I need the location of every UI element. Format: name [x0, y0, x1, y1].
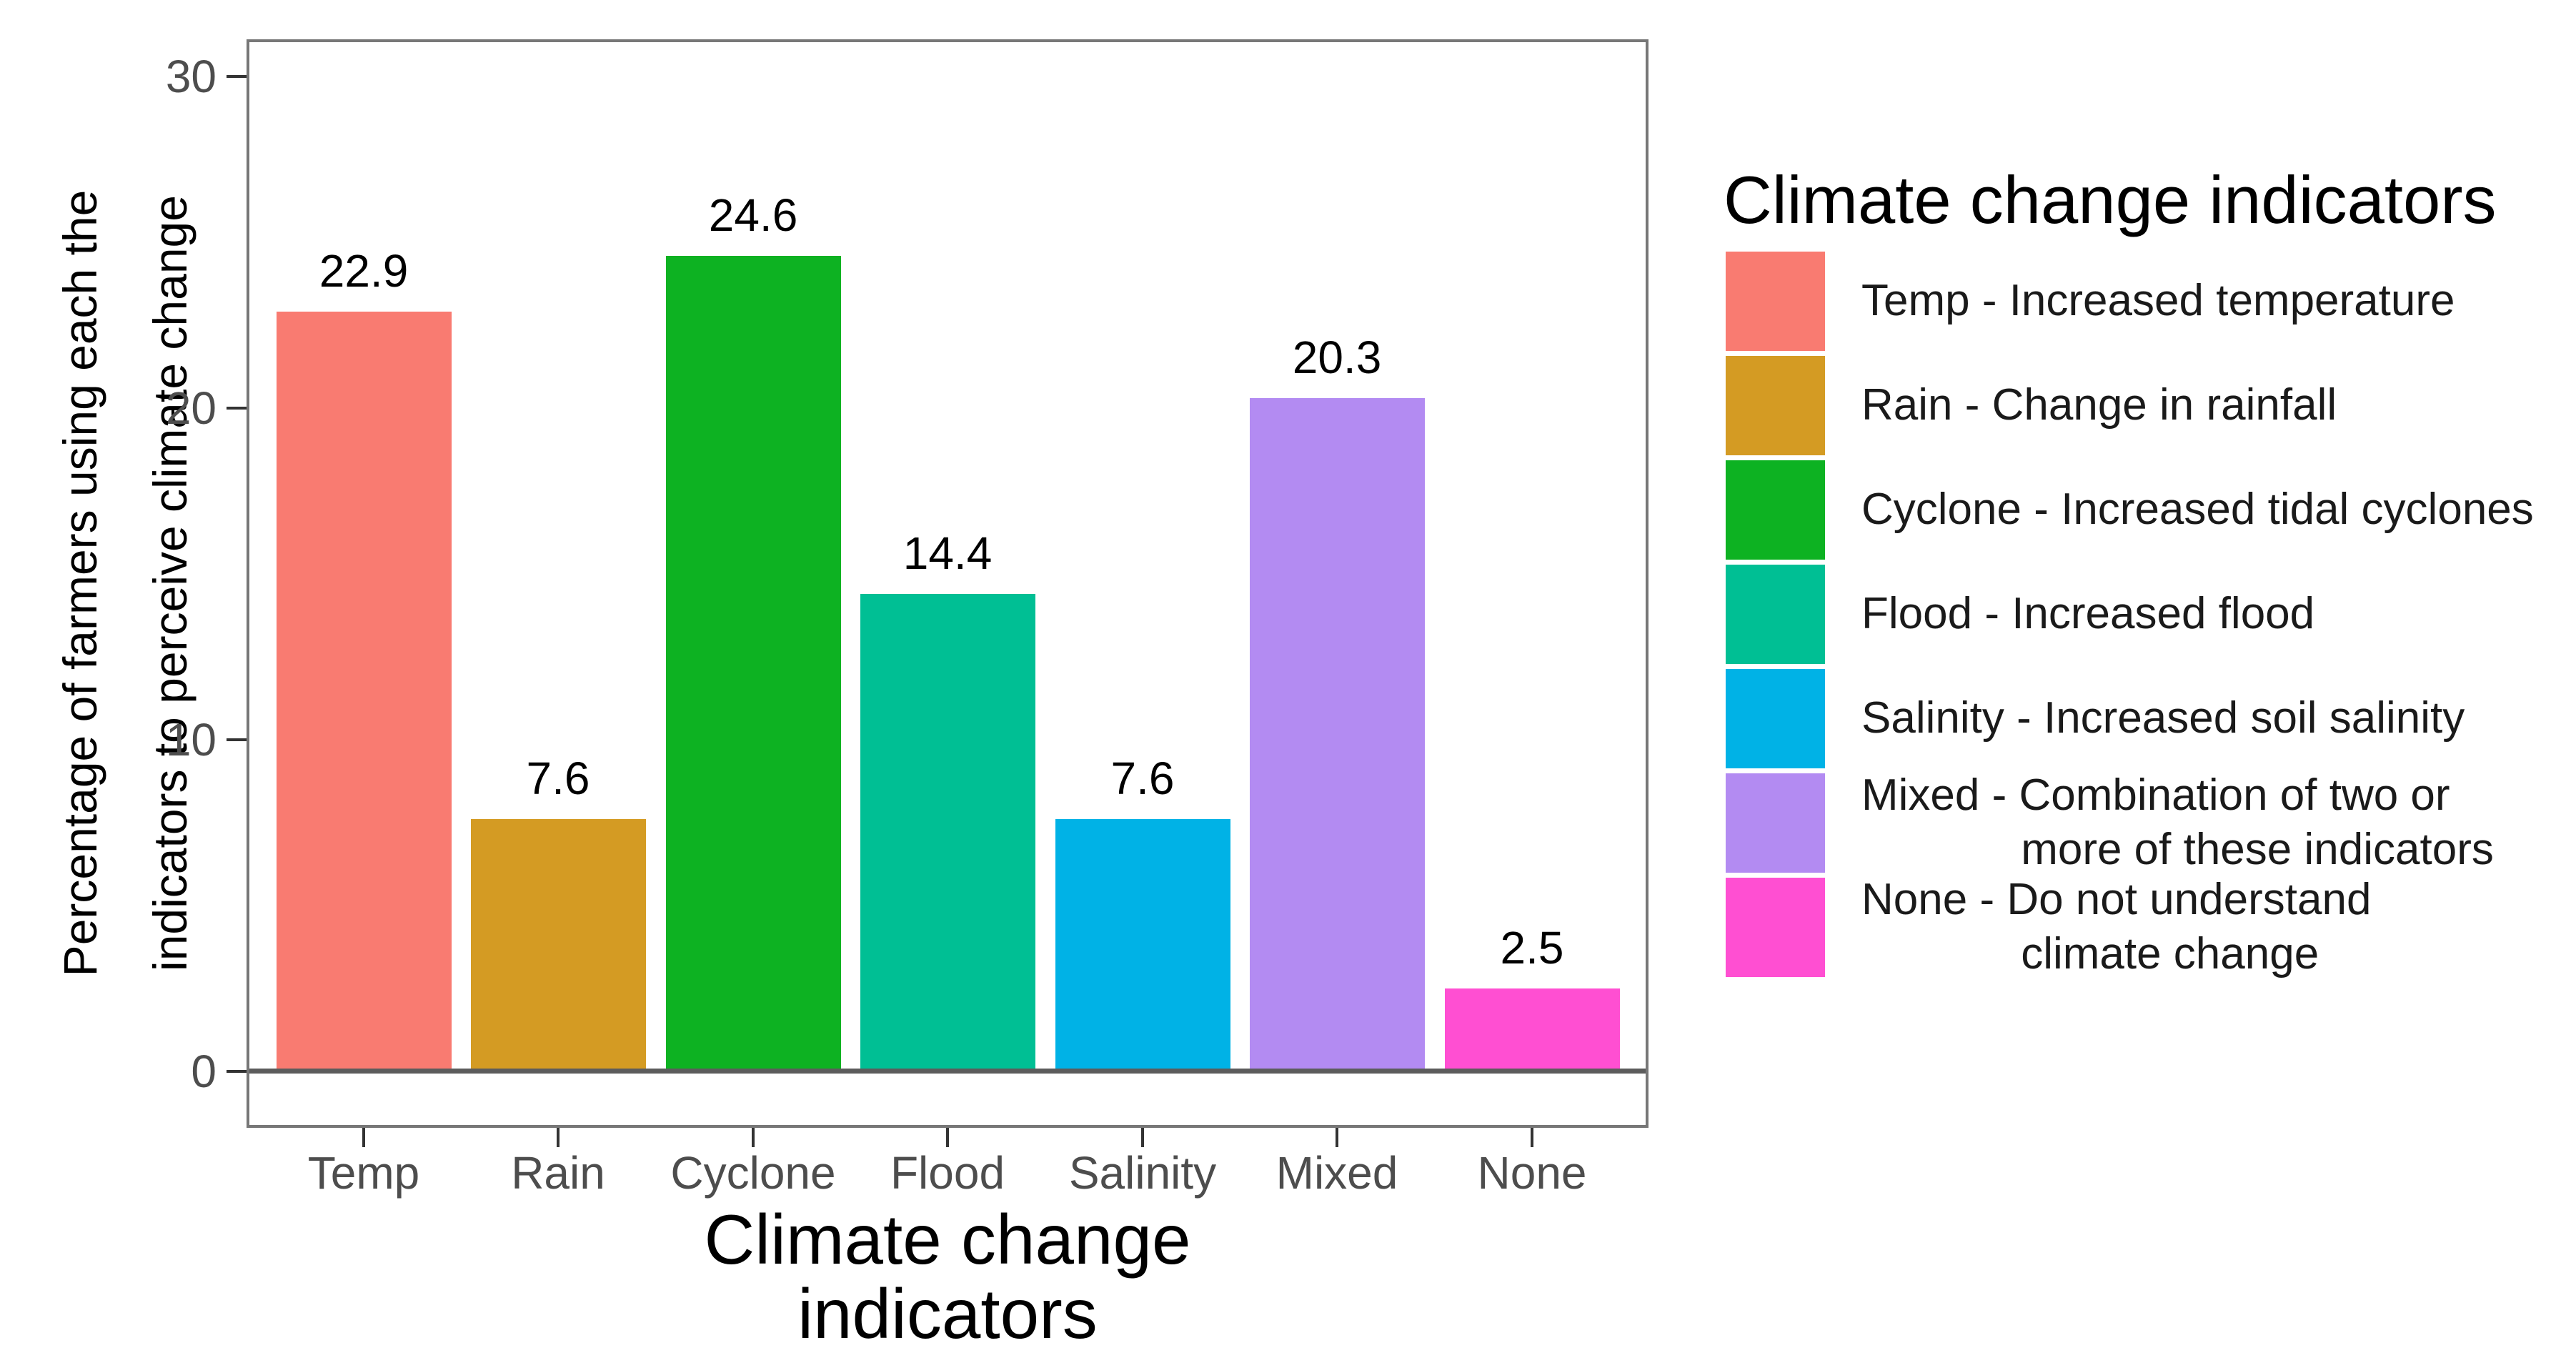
bar-value-temp: 22.9: [319, 245, 409, 297]
x-tick-temp: [362, 1128, 365, 1147]
legend-label-salinity: Salinity - Increased soil salinity: [1861, 691, 2465, 745]
y-tick-20: [227, 407, 247, 410]
legend-label-none-line: climate change: [2021, 929, 2319, 978]
x-tick-rain: [557, 1128, 560, 1147]
legend-label-none: None - Do not understand climate change: [1861, 873, 2371, 981]
x-tick-label-salinity: Salinity: [1068, 1147, 1217, 1199]
x-tick-label-temp: Temp: [307, 1147, 420, 1199]
legend-label-cyclone-line: Cyclone - Increased tidal cyclones: [1861, 485, 2534, 534]
bar-value-flood: 14.4: [902, 527, 993, 579]
legend-label-mixed-line: Mixed - Combination of two or: [1861, 770, 2450, 820]
bar-value-salinity: 7.6: [1110, 753, 1175, 804]
bar-value-mixed: 20.3: [1292, 332, 1382, 383]
y-tick-10: [227, 738, 247, 741]
bar-rain: [470, 819, 646, 1071]
legend-label-none-line: None - Do not understand: [1861, 875, 2372, 924]
x-tick-label-rain: Rain: [511, 1147, 605, 1199]
legend-label-temp: Temp - Increased temperature: [1861, 274, 2455, 328]
y-tick-label-30: 30: [165, 51, 217, 102]
legend-key-salinity-swatch: [1726, 669, 1825, 768]
legend-label-salinity-line: Salinity - Increased soil salinity: [1861, 693, 2465, 743]
legend-key-temp-swatch: [1726, 252, 1825, 351]
legend-key-mixed-swatch: [1726, 773, 1825, 873]
y-tick-30: [227, 75, 247, 78]
legend-title: Climate change indicators: [1724, 162, 2497, 237]
x-tick-label-none: None: [1477, 1147, 1587, 1199]
y-tick-label-0: 0: [191, 1046, 217, 1097]
x-tick-cyclone: [752, 1128, 755, 1147]
y-axis-title: Percentage of farmers using each the ind…: [35, 190, 215, 977]
bar-mixed: [1249, 398, 1425, 1071]
y-tick-label-10: 10: [165, 714, 217, 765]
x-tick-mixed: [1336, 1128, 1338, 1147]
legend-key-none-swatch: [1726, 878, 1825, 977]
bar-temp: [276, 312, 452, 1071]
y-tick-0: [227, 1070, 247, 1073]
bar-value-cyclone: 24.6: [708, 189, 798, 241]
x-tick-salinity: [1141, 1128, 1144, 1147]
legend-label-rain: Rain - Change in rainfall: [1861, 378, 2337, 432]
legend-key-cyclone-swatch: [1726, 460, 1825, 560]
x-tick-flood: [946, 1128, 949, 1147]
legend-label-mixed-line: more of these indicators: [2021, 825, 2494, 874]
y-axis-title-line1: Percentage of farmers using each the: [54, 189, 106, 977]
legend-label-flood-line: Flood - Increased flood: [1861, 589, 2315, 638]
bar-flood: [860, 594, 1035, 1071]
x-tick-label-flood: Flood: [890, 1147, 1005, 1199]
bar-cyclone: [665, 256, 841, 1071]
y-axis-title-line2: indicators to perceive climate change: [144, 195, 197, 971]
x-tick-label-cyclone: Cyclone: [670, 1147, 836, 1199]
y-tick-label-20: 20: [165, 382, 217, 434]
legend-label-rain-line: Rain - Change in rainfall: [1861, 380, 2337, 430]
legend-key-flood-swatch: [1726, 565, 1825, 664]
legend-label-mixed: Mixed - Combination of two or more of the…: [1861, 768, 2494, 877]
bar-value-rain: 7.6: [526, 753, 590, 804]
bar-value-none: 2.5: [1500, 922, 1564, 973]
x-tick-label-mixed: Mixed: [1275, 1147, 1398, 1199]
x-axis-title: Climate change indicators: [704, 1200, 1191, 1353]
legend-label-temp-line: Temp - Increased temperature: [1861, 276, 2455, 325]
legend-label-flood: Flood - Increased flood: [1861, 587, 2314, 641]
legend-label-cyclone: Cyclone - Increased tidal cyclones: [1861, 482, 2534, 537]
bar-salinity: [1055, 819, 1230, 1071]
x-tick-none: [1531, 1128, 1533, 1147]
bar-chart-figure: Percentage of farmers using each the ind…: [35, 39, 2534, 1351]
zero-baseline: [249, 1069, 1646, 1074]
bar-none: [1444, 988, 1620, 1071]
legend-key-rain-swatch: [1726, 356, 1825, 455]
